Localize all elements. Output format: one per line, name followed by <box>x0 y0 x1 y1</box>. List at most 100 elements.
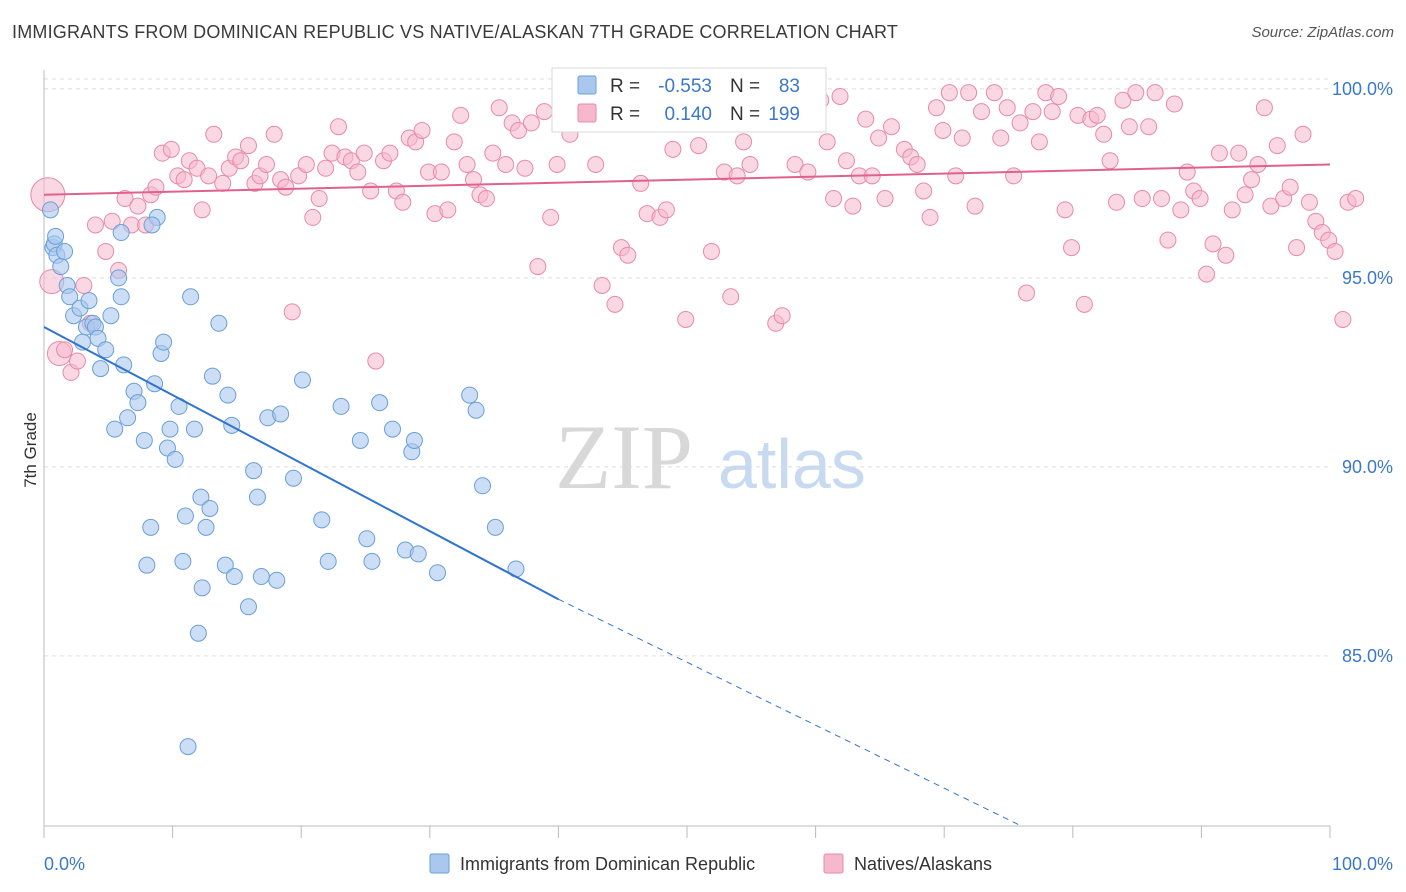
point-natives <box>1005 167 1023 185</box>
point-natives <box>593 276 611 294</box>
point-natives <box>1334 310 1352 328</box>
point-natives <box>1236 186 1254 204</box>
point-immigrants <box>115 356 133 374</box>
point-natives <box>831 87 849 105</box>
point-immigrants <box>245 462 263 480</box>
point-natives <box>1153 190 1171 208</box>
point-natives <box>1095 125 1113 143</box>
point-immigrants <box>119 409 137 427</box>
point-natives <box>870 129 888 147</box>
point-natives <box>786 156 804 173</box>
point-immigrants <box>52 258 70 276</box>
point-natives <box>908 156 926 173</box>
point-immigrants <box>161 420 179 438</box>
point-natives <box>1178 163 1196 181</box>
point-immigrants <box>112 224 130 242</box>
point-natives <box>432 163 450 181</box>
point-natives <box>1249 156 1267 173</box>
point-natives <box>837 152 855 170</box>
point-immigrants <box>358 530 376 548</box>
legend-label-natives: Natives/Alaskans <box>854 854 992 874</box>
series-immigrants-dominican-republic <box>41 201 525 756</box>
point-natives <box>129 197 147 215</box>
point-immigrants <box>135 431 153 449</box>
y-tick-label: 95.0% <box>1342 268 1393 288</box>
point-natives <box>844 197 862 215</box>
point-immigrants <box>293 371 311 389</box>
point-natives <box>329 118 347 136</box>
point-natives <box>940 84 958 102</box>
point-natives <box>927 99 945 117</box>
stats-legend-box <box>551 67 827 133</box>
point-immigrants <box>61 288 79 306</box>
point-natives <box>677 310 695 328</box>
point-natives <box>529 258 547 276</box>
point-natives <box>452 106 470 124</box>
chart-title: IMMIGRANTS FROM DOMINICAN REPUBLIC VS NA… <box>12 22 899 42</box>
point-immigrants <box>174 552 192 570</box>
point-natives <box>362 182 380 200</box>
point-immigrants <box>384 420 402 438</box>
point-immigrants <box>56 242 74 260</box>
point-natives <box>497 156 515 173</box>
point-immigrants <box>429 564 447 582</box>
point-natives <box>1230 144 1248 162</box>
point-immigrants <box>272 405 290 423</box>
point-natives <box>68 352 86 370</box>
point-immigrants <box>197 518 215 536</box>
watermark-zip: ZIP <box>555 406 693 508</box>
point-natives <box>953 129 971 147</box>
point-natives <box>355 144 373 162</box>
point-natives <box>934 121 952 139</box>
point-immigrants <box>409 545 427 563</box>
y-tick-label: 85.0% <box>1342 646 1393 666</box>
point-natives <box>413 121 431 139</box>
point-immigrants <box>216 556 234 574</box>
point-natives <box>56 341 74 359</box>
point-natives <box>232 152 250 170</box>
point-natives <box>1172 201 1190 219</box>
point-natives <box>458 156 476 173</box>
stats-r-value-pink: 0.140 <box>664 104 712 125</box>
point-immigrants <box>97 341 115 359</box>
point-immigrants <box>176 507 194 525</box>
point-natives <box>825 190 843 208</box>
point-immigrants <box>192 488 210 506</box>
point-natives <box>947 167 965 185</box>
point-natives <box>966 197 984 215</box>
point-natives <box>960 84 978 102</box>
point-immigrants <box>102 307 120 325</box>
point-immigrants <box>461 386 479 404</box>
point-natives <box>741 156 759 173</box>
point-immigrants <box>189 624 207 642</box>
point-natives <box>998 99 1016 117</box>
point-immigrants <box>155 333 173 351</box>
point-natives <box>349 163 367 181</box>
point-natives <box>75 276 93 294</box>
point-natives <box>283 303 301 321</box>
point-natives <box>265 125 283 143</box>
y-tick-label: 90.0% <box>1342 457 1393 477</box>
stats-n-value-blue: 83 <box>779 76 800 97</box>
point-natives <box>394 193 412 211</box>
point-natives <box>310 190 328 208</box>
point-natives <box>1120 118 1138 136</box>
point-immigrants <box>110 269 128 287</box>
x-tick-label: 100.0% <box>1332 854 1393 874</box>
point-natives <box>1243 171 1261 189</box>
point-immigrants <box>201 499 219 517</box>
point-natives <box>915 182 933 200</box>
point-natives <box>1056 201 1074 219</box>
watermark-atlas: atlas <box>718 425 866 503</box>
point-natives <box>1300 193 1318 211</box>
trend-line-immigrants-extrapolated <box>558 598 1022 827</box>
point-natives <box>587 156 605 173</box>
point-natives <box>722 288 740 306</box>
point-natives <box>1326 242 1344 260</box>
point-natives <box>876 190 894 208</box>
point-immigrants <box>319 552 337 570</box>
point-natives <box>1018 284 1036 302</box>
stats-r-label-pink: R = <box>610 104 640 125</box>
point-natives <box>103 212 121 230</box>
x-tick-labels: 0.0% 100.0% <box>44 854 1393 874</box>
